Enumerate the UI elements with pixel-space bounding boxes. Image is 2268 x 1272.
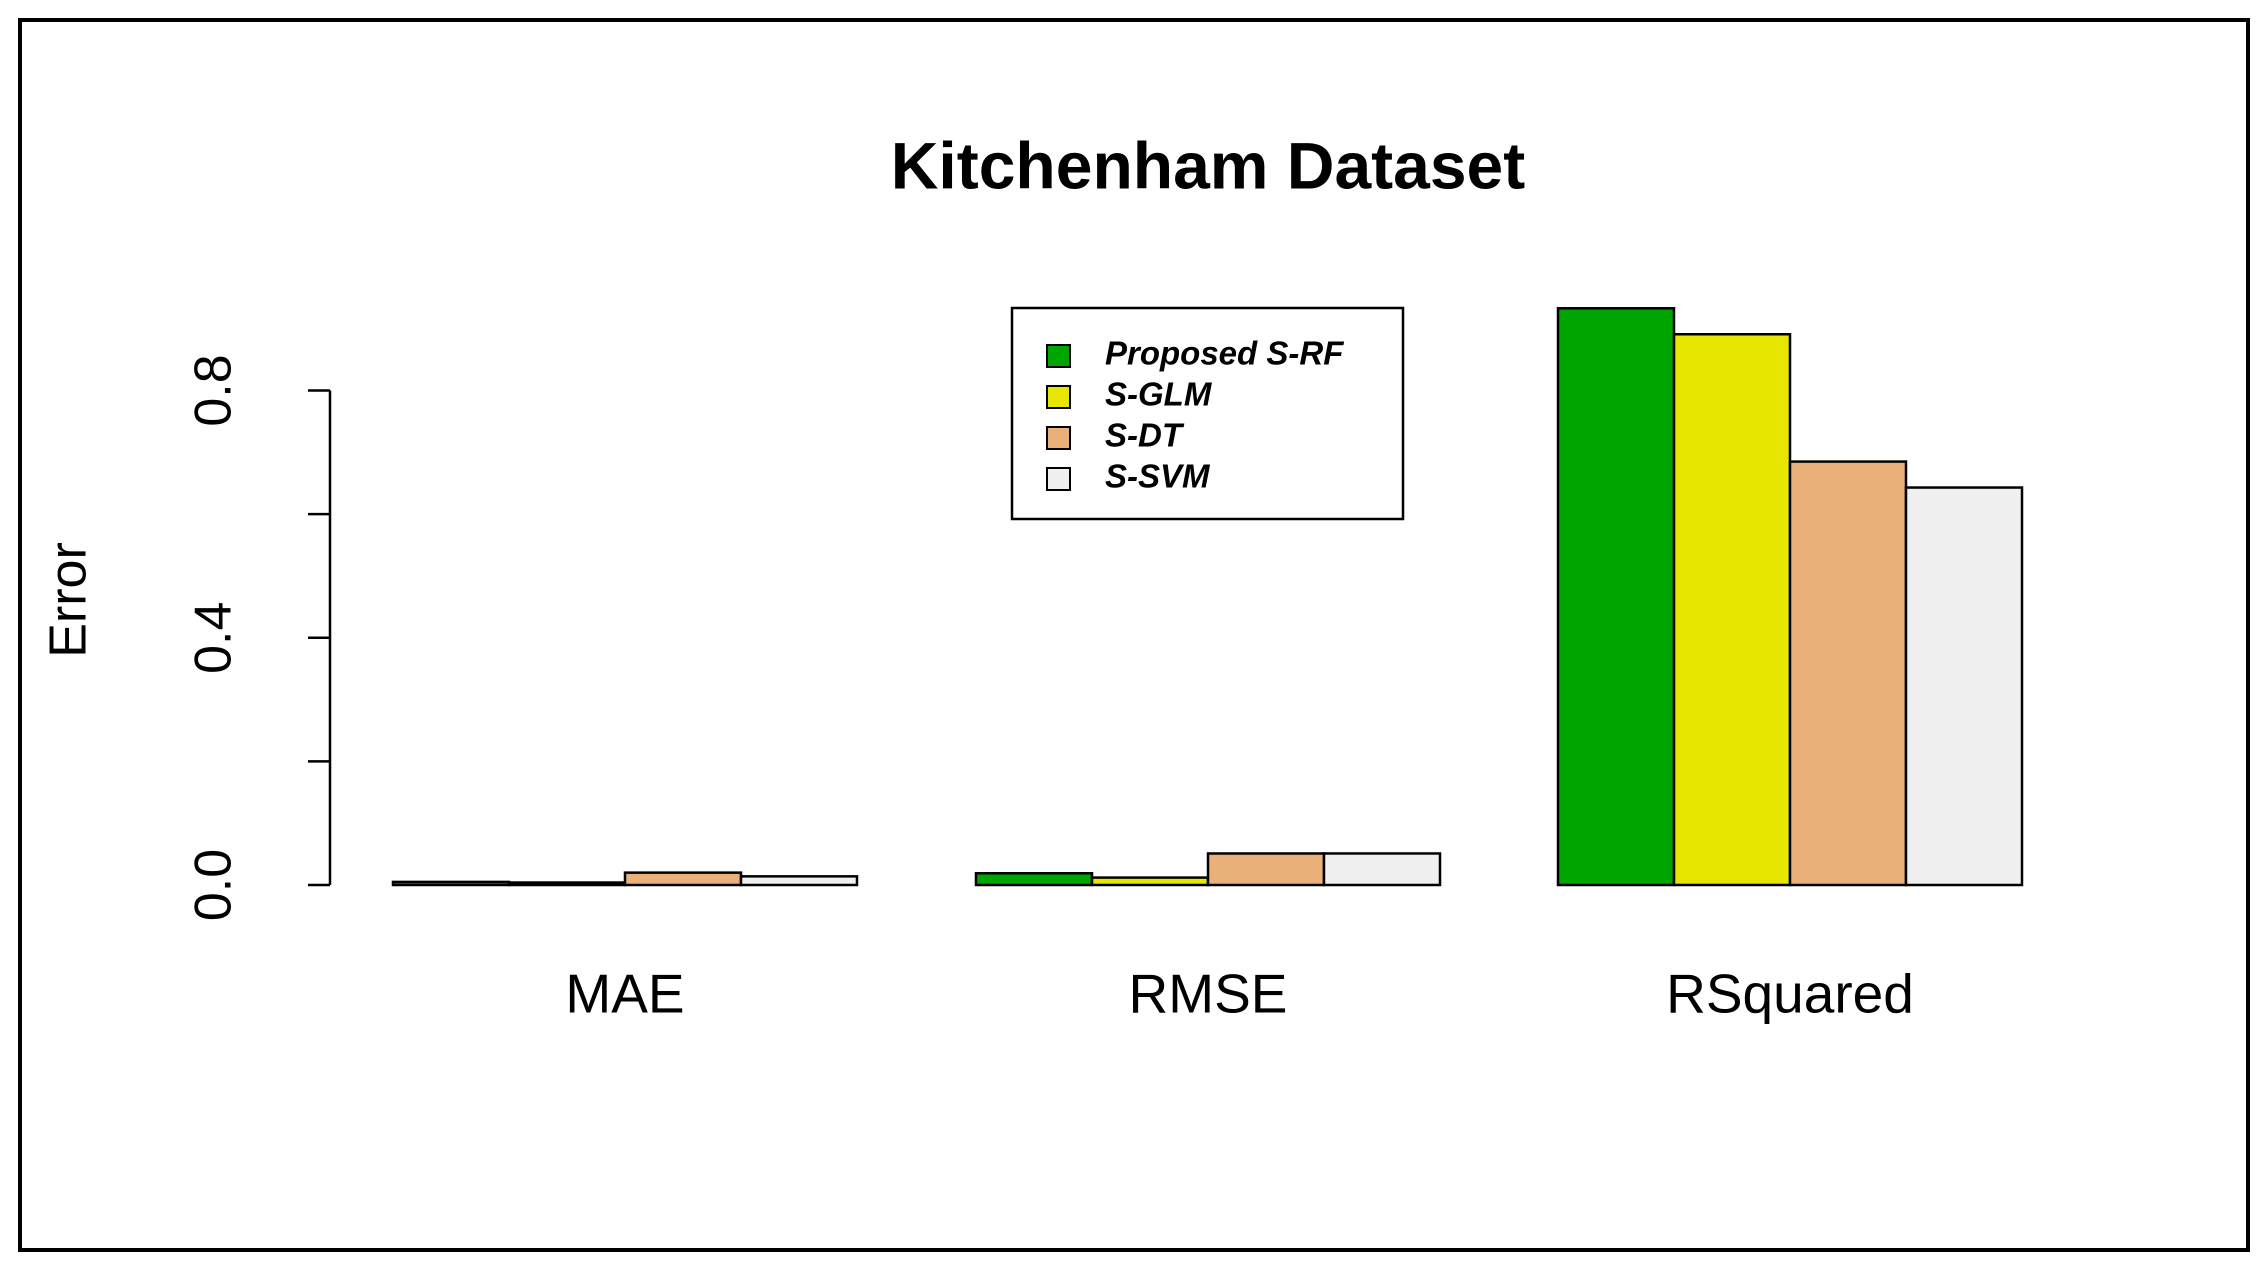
bar [1322,852,1442,887]
y-tick-label: 0.0 [185,849,243,921]
bar [1672,333,1792,887]
legend-swatch [1046,385,1071,409]
bar [974,872,1094,887]
x-tick-label: MAE [565,963,684,1025]
chart-title: Kitchenham Dataset [891,128,1526,202]
bar [1206,852,1326,887]
bar [507,881,627,887]
bar [623,871,743,887]
x-tick-label: RSquared [1666,963,1914,1025]
legend-label: S-GLM [1105,376,1213,413]
y-tick-label: 0.4 [185,602,243,674]
legend-label: Proposed S-RF [1105,335,1344,372]
y-axis-label: Error [40,542,98,658]
y-tick-label: 0.8 [185,354,243,426]
legend-swatch [1046,467,1071,491]
legend-label: S-SVM [1105,458,1211,495]
legend-swatch [1046,426,1071,450]
legend-box [1010,306,1405,521]
x-tick-label: RMSE [1129,963,1288,1025]
bar [739,875,859,887]
legend-swatch [1046,344,1071,368]
bar [1556,307,1676,887]
bar [1090,876,1210,887]
bar [1904,486,2024,887]
bar [1788,460,1908,887]
bar [391,880,511,887]
legend-label: S-DT [1105,417,1185,454]
